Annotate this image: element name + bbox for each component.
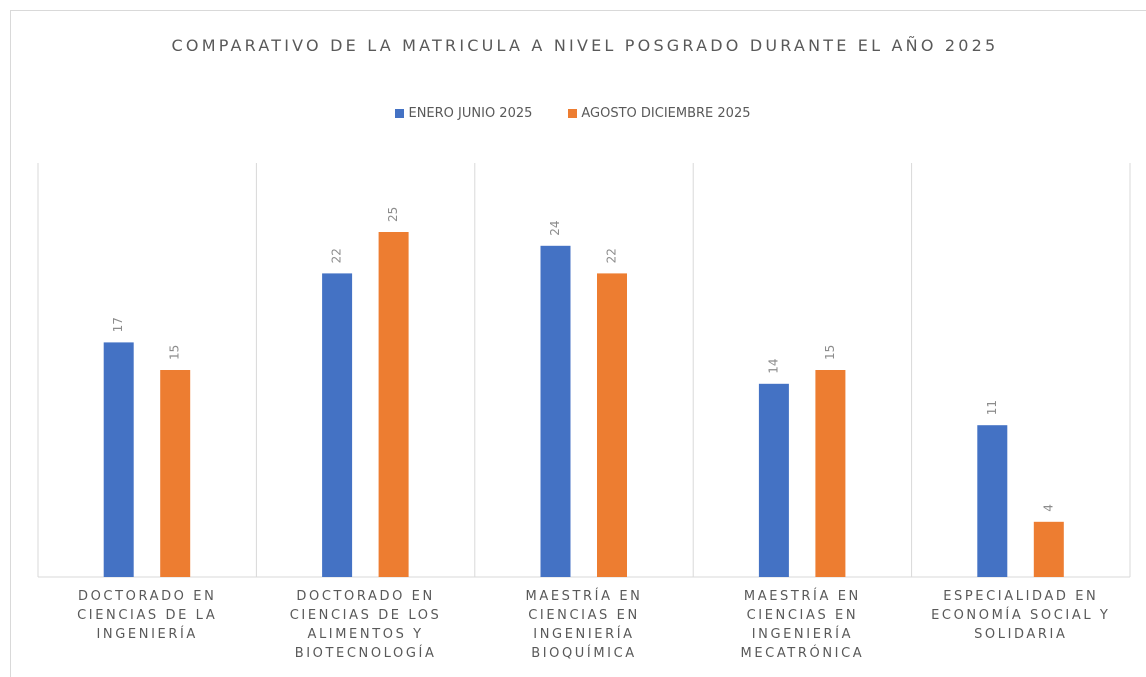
x-tick-label: MAESTRÍA EN CIENCIAS EN INGENIERÍA MECAT… [740, 589, 865, 661]
x-tick-label: DOCTORADO EN CIENCIAS DE LOS ALIMENTOS Y… [289, 589, 442, 661]
data-label: 4 [1041, 504, 1055, 512]
bar [1033, 521, 1064, 577]
legend-item: AGOSTO DICIEMBRE 2025 [568, 106, 751, 121]
bar [977, 425, 1008, 577]
data-label: 11 [985, 400, 999, 415]
chart-frame [10, 10, 1146, 677]
data-label: 24 [548, 221, 562, 236]
bar [322, 273, 353, 577]
data-label: 15 [823, 345, 837, 360]
legend-item: ENERO JUNIO 2025 [395, 106, 532, 121]
bar [540, 245, 571, 578]
data-label: 22 [330, 248, 344, 263]
x-tick-label: ESPECIALIDAD EN ECONOMÍA SOCIAL Y SOLIDA… [931, 589, 1111, 642]
data-label: 22 [605, 248, 619, 263]
bar [378, 232, 409, 577]
bar [597, 273, 627, 577]
legend-label: AGOSTO DICIEMBRE 2025 [581, 106, 751, 121]
x-tick-label: MAESTRÍA EN CIENCIAS EN INGENIERÍA BIOQU… [525, 589, 643, 661]
bar [160, 370, 191, 577]
chart-title: COMPARATIVO DE LA MATRICULA A NIVEL POSG… [171, 36, 999, 55]
legend-swatch [395, 109, 405, 118]
data-label: 15 [168, 345, 182, 360]
bar [758, 383, 789, 577]
data-label: 17 [111, 317, 125, 332]
x-tick-label: DOCTORADO EN CIENCIAS DE LA INGENIERÍA [77, 589, 218, 642]
bar [103, 342, 134, 577]
data-label: 14 [766, 359, 780, 374]
bar [815, 370, 846, 577]
legend-swatch [568, 109, 578, 118]
data-label: 25 [386, 207, 400, 222]
legend-label: ENERO JUNIO 2025 [408, 106, 533, 121]
legend: ENERO JUNIO 2025 AGOSTO DICIEMBRE 2025 [0, 106, 1146, 121]
